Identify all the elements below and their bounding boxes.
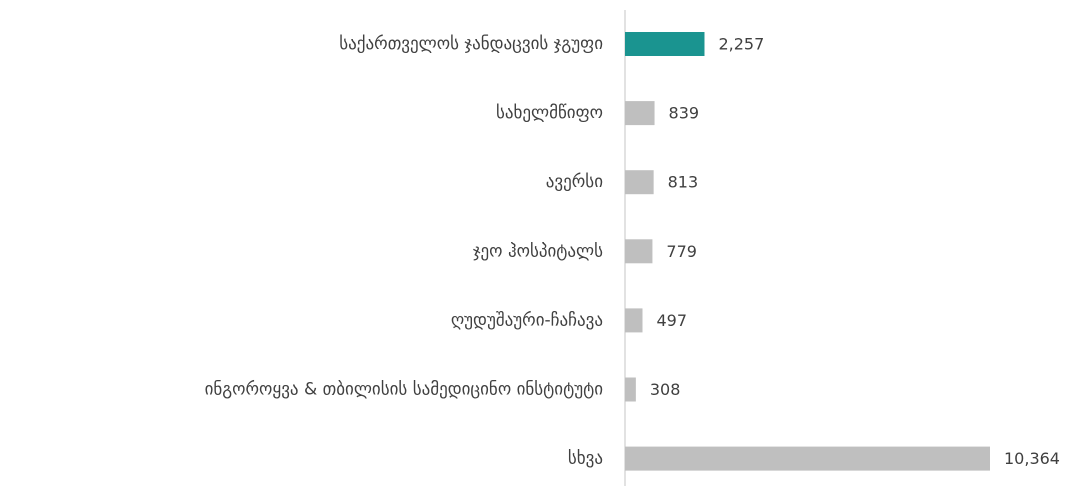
data-label: 308 [650,380,681,399]
bar [625,308,643,333]
category-label: საქართველოს ჯანდაცვის ჯგუფი [339,34,603,54]
category-label: ჯეო ჰოსპიტალს [473,241,603,261]
bar [625,101,655,126]
category-label: სახელმწიფო [496,103,603,123]
category-label: ღუდუშაური-ჩაჩავა [451,310,603,330]
data-label: 10,364 [1004,449,1060,468]
category-label: ინგოროყვა & თბილისის სამედიცინო ინსტიტუტ… [205,380,603,400]
data-label: 839 [669,104,700,123]
data-label: 813 [668,173,699,192]
bar [625,239,653,264]
bar [625,377,636,402]
bar [625,32,705,56]
category-label: სხვა [568,449,603,469]
data-label: 2,257 [718,35,764,54]
data-label: 779 [666,242,697,261]
bar [625,170,654,195]
bar [625,446,990,471]
category-label: ავერსი [546,172,603,192]
data-label: 497 [657,311,688,330]
